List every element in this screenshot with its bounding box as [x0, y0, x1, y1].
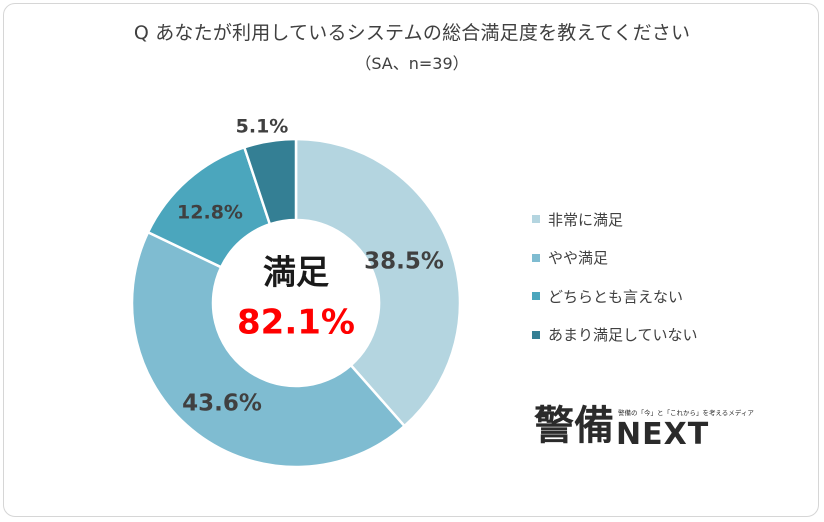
legend-label: あまり満足していない: [548, 326, 698, 345]
chart-subtitle: （SA、n=39）: [355, 54, 469, 73]
data-label: 5.1%: [236, 116, 289, 138]
legend-swatch: [532, 330, 540, 339]
center-label: 満足: [263, 253, 329, 292]
data-label: 38.5%: [364, 249, 444, 275]
logo-main-text: 警備: [534, 403, 614, 449]
legend: 非常に満足 やや満足 どちらとも言えない あまり満足していない: [532, 200, 698, 354]
chart-title: Q あなたが利用しているシステムの総合満足度を教えてください: [133, 22, 691, 44]
data-label: 43.6%: [182, 391, 262, 417]
legend-swatch: [532, 253, 540, 262]
logo-right: 警備の「今」と「これから」を考えるメディア NEXT: [616, 403, 754, 451]
logo-next-text: NEXT: [616, 417, 710, 452]
data-label: 12.8%: [177, 202, 243, 224]
center-value: 82.1%: [237, 303, 355, 343]
brand-logo: 警備 警備の「今」と「これから」を考えるメディア NEXT: [534, 403, 754, 451]
legend-item: どちらとも言えない: [532, 277, 698, 316]
legend-item: やや満足: [532, 239, 698, 278]
legend-swatch: [532, 292, 540, 301]
legend-label: 非常に満足: [548, 210, 624, 229]
pie-slice: [242, 137, 298, 226]
legend-label: やや満足: [548, 249, 609, 268]
legend-item: 非常に満足: [532, 200, 698, 239]
logo-tagline: 警備の「今」と「これから」を考えるメディア: [618, 409, 754, 417]
legend-swatch: [532, 215, 540, 224]
legend-label: どちらとも言えない: [548, 287, 684, 306]
pie-slice: [294, 137, 462, 428]
legend-item: あまり満足していない: [532, 316, 698, 355]
pie-slice: [130, 230, 407, 469]
